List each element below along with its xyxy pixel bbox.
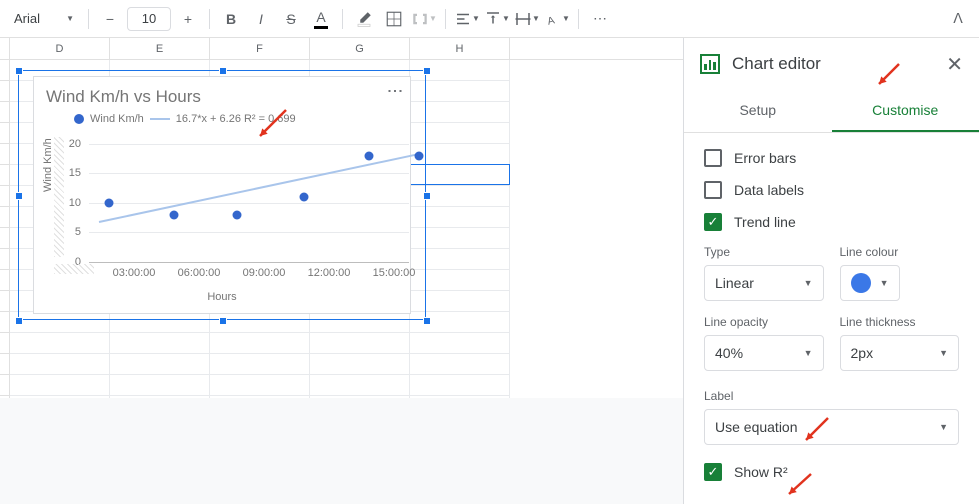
chart[interactable]: ⋮ Wind Km/h vs Hours Wind Km/h 16.7*x + … — [33, 76, 411, 314]
y-axis-label: Wind Km/h — [42, 138, 54, 192]
data-point — [365, 151, 374, 160]
halign-button[interactable]: ▼ — [454, 6, 480, 32]
checkbox-checked-icon[interactable]: ✓ — [704, 213, 722, 231]
bold-button[interactable]: B — [218, 6, 244, 32]
selection-handle[interactable] — [423, 67, 431, 75]
label-field-label: Label — [704, 389, 959, 403]
line-opacity-label: Line opacity — [704, 315, 824, 329]
selection-handle[interactable] — [15, 317, 23, 325]
legend-trend-icon — [150, 118, 170, 120]
font-select[interactable]: Arial ▼ — [8, 6, 80, 32]
wrap-button[interactable]: ▼ — [514, 6, 540, 32]
chart-editor-icon — [700, 54, 720, 74]
svg-text:A: A — [546, 14, 556, 27]
chart-plot-area: 0510152003:00:0006:00:0009:00:0012:00:00… — [89, 132, 409, 262]
column-header[interactable]: D — [10, 38, 110, 59]
data-point — [105, 198, 114, 207]
column-header[interactable]: G — [310, 38, 410, 59]
font-size-dec[interactable]: − — [97, 6, 123, 32]
checkbox-checked-icon[interactable]: ✓ — [704, 463, 722, 481]
more-button[interactable]: ⋯ — [587, 6, 613, 32]
selection-handle[interactable] — [219, 317, 227, 325]
font-size-inc[interactable]: + — [175, 6, 201, 32]
column-header[interactable]: H — [410, 38, 510, 59]
chevron-down-icon: ▼ — [880, 278, 889, 288]
selection-handle[interactable] — [423, 317, 431, 325]
type-select[interactable]: Linear▼ — [704, 265, 824, 301]
column-header[interactable]: F — [210, 38, 310, 59]
italic-button[interactable]: I — [248, 6, 274, 32]
spreadsheet-area[interactable]: DEFGH ⋮ Wind Km/h vs Hours Wind Km/h 16.… — [0, 38, 683, 504]
close-icon[interactable]: ✕ — [946, 52, 963, 77]
text-color-button[interactable]: A — [308, 6, 334, 32]
rotate-button[interactable]: A▼ — [544, 6, 570, 32]
tab-customise[interactable]: Customise — [832, 90, 979, 132]
column-header[interactable]: E — [110, 38, 210, 59]
data-point — [170, 210, 179, 219]
chart-title: Wind Km/h vs Hours — [46, 87, 201, 107]
label-select[interactable]: Use equation▼ — [704, 409, 959, 445]
selection-handle[interactable] — [15, 67, 23, 75]
chevron-down-icon: ▼ — [804, 348, 813, 358]
legend-series-label: Wind Km/h — [90, 113, 144, 125]
line-opacity-select[interactable]: 40%▼ — [704, 335, 824, 371]
chart-legend: Wind Km/h 16.7*x + 6.26 R² = 0.699 — [74, 113, 296, 125]
error-bars-option[interactable]: Error bars — [704, 149, 959, 167]
chevron-down-icon: ▼ — [66, 14, 74, 23]
checkbox-icon[interactable] — [704, 181, 722, 199]
font-size-input[interactable]: 10 — [127, 7, 171, 31]
chart-menu-icon[interactable]: ⋮ — [385, 83, 404, 97]
valign-button[interactable]: ▼ — [484, 6, 510, 32]
chevron-down-icon: ▼ — [804, 278, 813, 288]
selection-handle[interactable] — [423, 192, 431, 200]
strike-button[interactable]: S — [278, 6, 304, 32]
borders-button[interactable] — [381, 6, 407, 32]
font-name: Arial — [14, 11, 40, 26]
panel-title: Chart editor — [732, 54, 934, 74]
chevron-down-icon: ▼ — [939, 348, 948, 358]
merge-button[interactable]: ▼ — [411, 6, 437, 32]
legend-marker-icon — [74, 114, 84, 124]
data-point — [233, 210, 242, 219]
chart-selection[interactable]: ⋮ Wind Km/h vs Hours Wind Km/h 16.7*x + … — [18, 70, 426, 320]
collapse-toolbar-button[interactable]: ᐱ — [945, 6, 971, 32]
x-axis-label: Hours — [34, 291, 410, 303]
checkbox-icon[interactable] — [704, 149, 722, 167]
line-thickness-select[interactable]: 2px▼ — [840, 335, 960, 371]
selection-handle[interactable] — [219, 67, 227, 75]
color-swatch — [851, 273, 871, 293]
line-thickness-label: Line thickness — [840, 315, 960, 329]
selection-handle[interactable] — [15, 192, 23, 200]
data-point — [300, 193, 309, 202]
show-r2-option[interactable]: ✓ Show R² — [704, 463, 959, 481]
toolbar: Arial ▼ − 10 + B I S A ▼ ▼ ▼ ▼ A▼ ⋯ ᐱ — [0, 0, 979, 38]
type-label: Type — [704, 245, 824, 259]
chevron-down-icon: ▼ — [939, 422, 948, 432]
data-labels-option[interactable]: Data labels — [704, 181, 959, 199]
chart-editor-panel: Chart editor ✕ Setup Customise Error bar… — [683, 38, 979, 504]
tab-setup[interactable]: Setup — [684, 90, 832, 132]
fill-color-button[interactable] — [351, 6, 377, 32]
trend-line-option[interactable]: ✓ Trend line — [704, 213, 959, 231]
line-colour-select[interactable]: ▼ — [840, 265, 900, 301]
line-colour-label: Line colour — [840, 245, 960, 259]
data-point — [415, 151, 424, 160]
legend-equation: 16.7*x + 6.26 R² = 0.699 — [176, 113, 296, 125]
